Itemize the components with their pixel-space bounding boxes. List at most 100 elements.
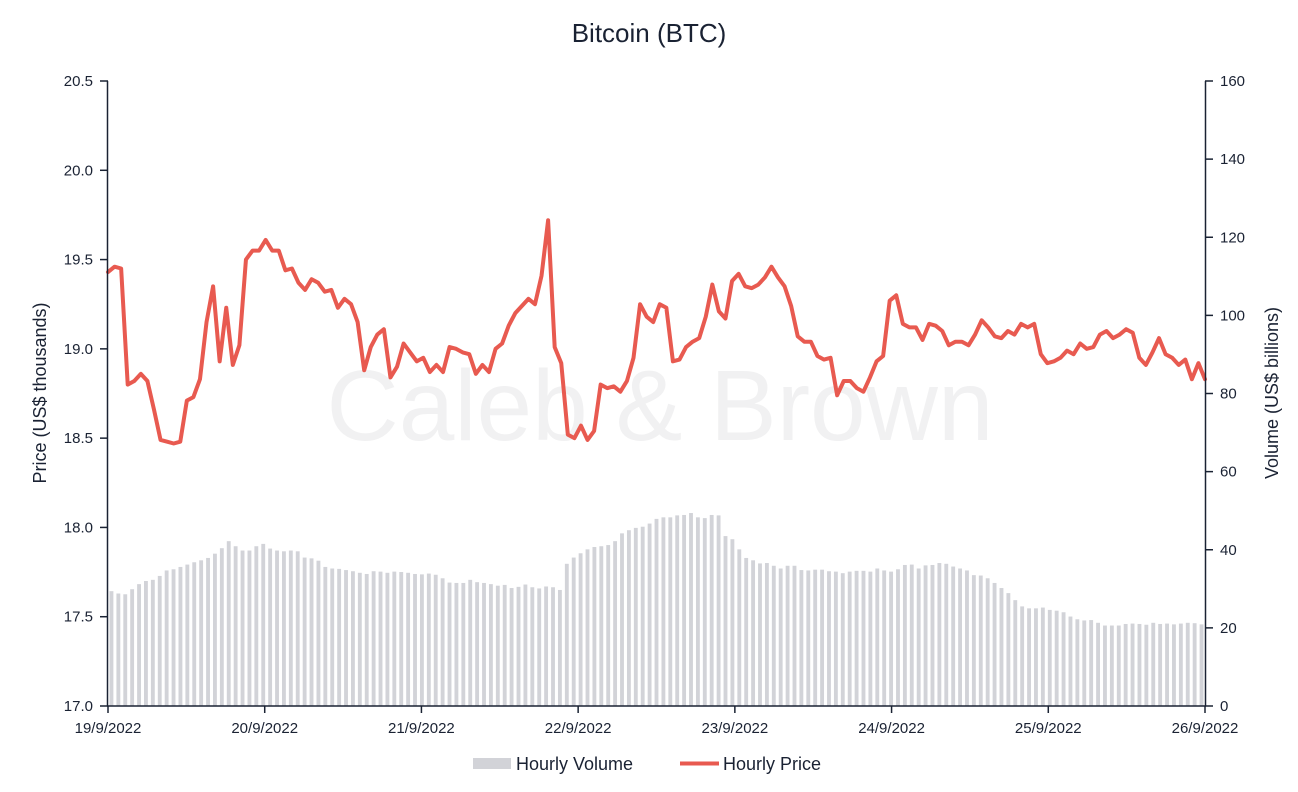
- volume-bar: [820, 569, 825, 706]
- volume-bar: [344, 570, 348, 706]
- volume-bar: [1116, 625, 1121, 706]
- volume-bar: [488, 584, 493, 707]
- volume-bar: [1006, 593, 1011, 706]
- volume-bar: [1158, 623, 1163, 706]
- volume-bar: [509, 588, 514, 706]
- price-line: [106, 218, 1207, 446]
- volume-bar: [827, 571, 831, 706]
- volume-bar: [689, 513, 693, 706]
- volume-bar: [564, 563, 569, 706]
- volume-bar: [302, 557, 307, 706]
- volume-bar: [668, 517, 673, 706]
- volume-bar: [944, 563, 949, 706]
- volume-bar: [592, 547, 597, 706]
- volume-bar: [1040, 607, 1045, 706]
- volume-bar: [123, 594, 128, 706]
- volume-bar: [1199, 624, 1204, 706]
- right-tick-label: 100: [1220, 307, 1245, 324]
- volume-bar: [268, 548, 273, 706]
- volume-bar: [682, 514, 687, 706]
- volume-bar: [206, 557, 210, 706]
- volume-bar: [157, 575, 162, 706]
- left-tick-label: 17.5: [64, 609, 93, 626]
- volume-bar: [199, 560, 204, 706]
- volume-bar: [219, 548, 224, 706]
- volume-bar: [985, 578, 990, 706]
- volume-bar: [557, 589, 562, 706]
- volume-bar: [357, 572, 362, 706]
- right-tick-label: 40: [1220, 542, 1237, 559]
- x-axis-ticks: 19/9/2022 20/9/2022 21/9/2022 22/9/2022 23/9…: [75, 706, 1239, 737]
- legend-volume-swatch: [473, 758, 511, 769]
- x-tick-label: 24/9/2022: [858, 720, 925, 737]
- x-tick-label: 19/9/2022: [75, 720, 142, 737]
- volume-bar: [330, 568, 335, 706]
- volume-bar: [833, 571, 838, 707]
- volume-bar: [144, 581, 148, 706]
- volume-bar: [1165, 623, 1169, 706]
- volume-bar: [468, 579, 473, 706]
- right-tick-label: 120: [1220, 229, 1245, 246]
- volume-bar: [275, 550, 279, 706]
- volume-bar: [261, 543, 266, 706]
- volume-bar: [1089, 620, 1094, 706]
- volume-bar: [523, 584, 528, 706]
- volume-bar: [178, 566, 183, 706]
- volume-bar: [1061, 612, 1066, 706]
- right-axis-title: Volume (US$ billions): [1262, 307, 1282, 479]
- x-tick-label: 26/9/2022: [1172, 720, 1239, 737]
- volume-bar: [378, 571, 383, 707]
- volume-bar: [923, 565, 928, 707]
- volume-bar: [482, 582, 486, 706]
- volume-bar: [1075, 619, 1080, 706]
- right-tick-label: 140: [1220, 151, 1245, 168]
- volume-bar: [137, 584, 141, 707]
- volume-bar: [454, 582, 459, 706]
- right-axis-ticks: 0 20 40 60 80 100 120 140 160: [1205, 73, 1245, 715]
- volume-bar: [930, 564, 935, 706]
- left-axis-ticks: 17.0 17.5 18.0 18.5 19.0 19.5 20.0 20.5: [64, 73, 108, 715]
- volume-bar: [288, 550, 293, 706]
- volume-bar: [233, 546, 238, 706]
- volume-bar: [1047, 609, 1052, 706]
- volume-bar: [337, 568, 342, 706]
- volume-bar: [1020, 606, 1025, 706]
- volume-bar: [192, 562, 197, 706]
- volume-bar: [758, 563, 762, 706]
- volume-bar: [1027, 608, 1031, 706]
- volume-bar: [999, 588, 1004, 706]
- volume-bar: [744, 557, 749, 706]
- volume-bar: [226, 541, 231, 706]
- volume-bar: [868, 571, 873, 707]
- volume-bar: [240, 550, 245, 706]
- left-tick-label: 19.0: [64, 341, 93, 358]
- volume-bar: [606, 545, 611, 706]
- volume-bar: [620, 533, 624, 706]
- volume-bar: [889, 571, 894, 707]
- volume-bar: [502, 584, 507, 706]
- volume-bar: [799, 570, 804, 706]
- volume-bar: [806, 570, 811, 706]
- volume-bar: [309, 558, 314, 706]
- volume-bar: [640, 526, 645, 706]
- volume-bar: [613, 541, 618, 706]
- volume-bar: [371, 571, 376, 706]
- volume-bar: [295, 551, 300, 706]
- x-tick-label: 22/9/2022: [545, 720, 612, 737]
- volume-bar: [364, 573, 369, 706]
- volume-bar: [916, 568, 921, 706]
- volume-bar: [896, 569, 900, 706]
- volume-bar: [771, 565, 776, 706]
- right-tick-label: 20: [1220, 620, 1237, 637]
- volume-bar: [647, 523, 652, 706]
- left-tick-label: 18.5: [64, 430, 93, 447]
- x-tick-label: 23/9/2022: [701, 720, 768, 737]
- volume-bar: [475, 582, 480, 706]
- volume-bar: [316, 560, 321, 706]
- volume-bar: [840, 573, 845, 706]
- volume-bar: [702, 518, 707, 706]
- volume-bar: [792, 565, 797, 706]
- left-tick-label: 20.0: [64, 162, 93, 179]
- volume-bar: [585, 549, 590, 706]
